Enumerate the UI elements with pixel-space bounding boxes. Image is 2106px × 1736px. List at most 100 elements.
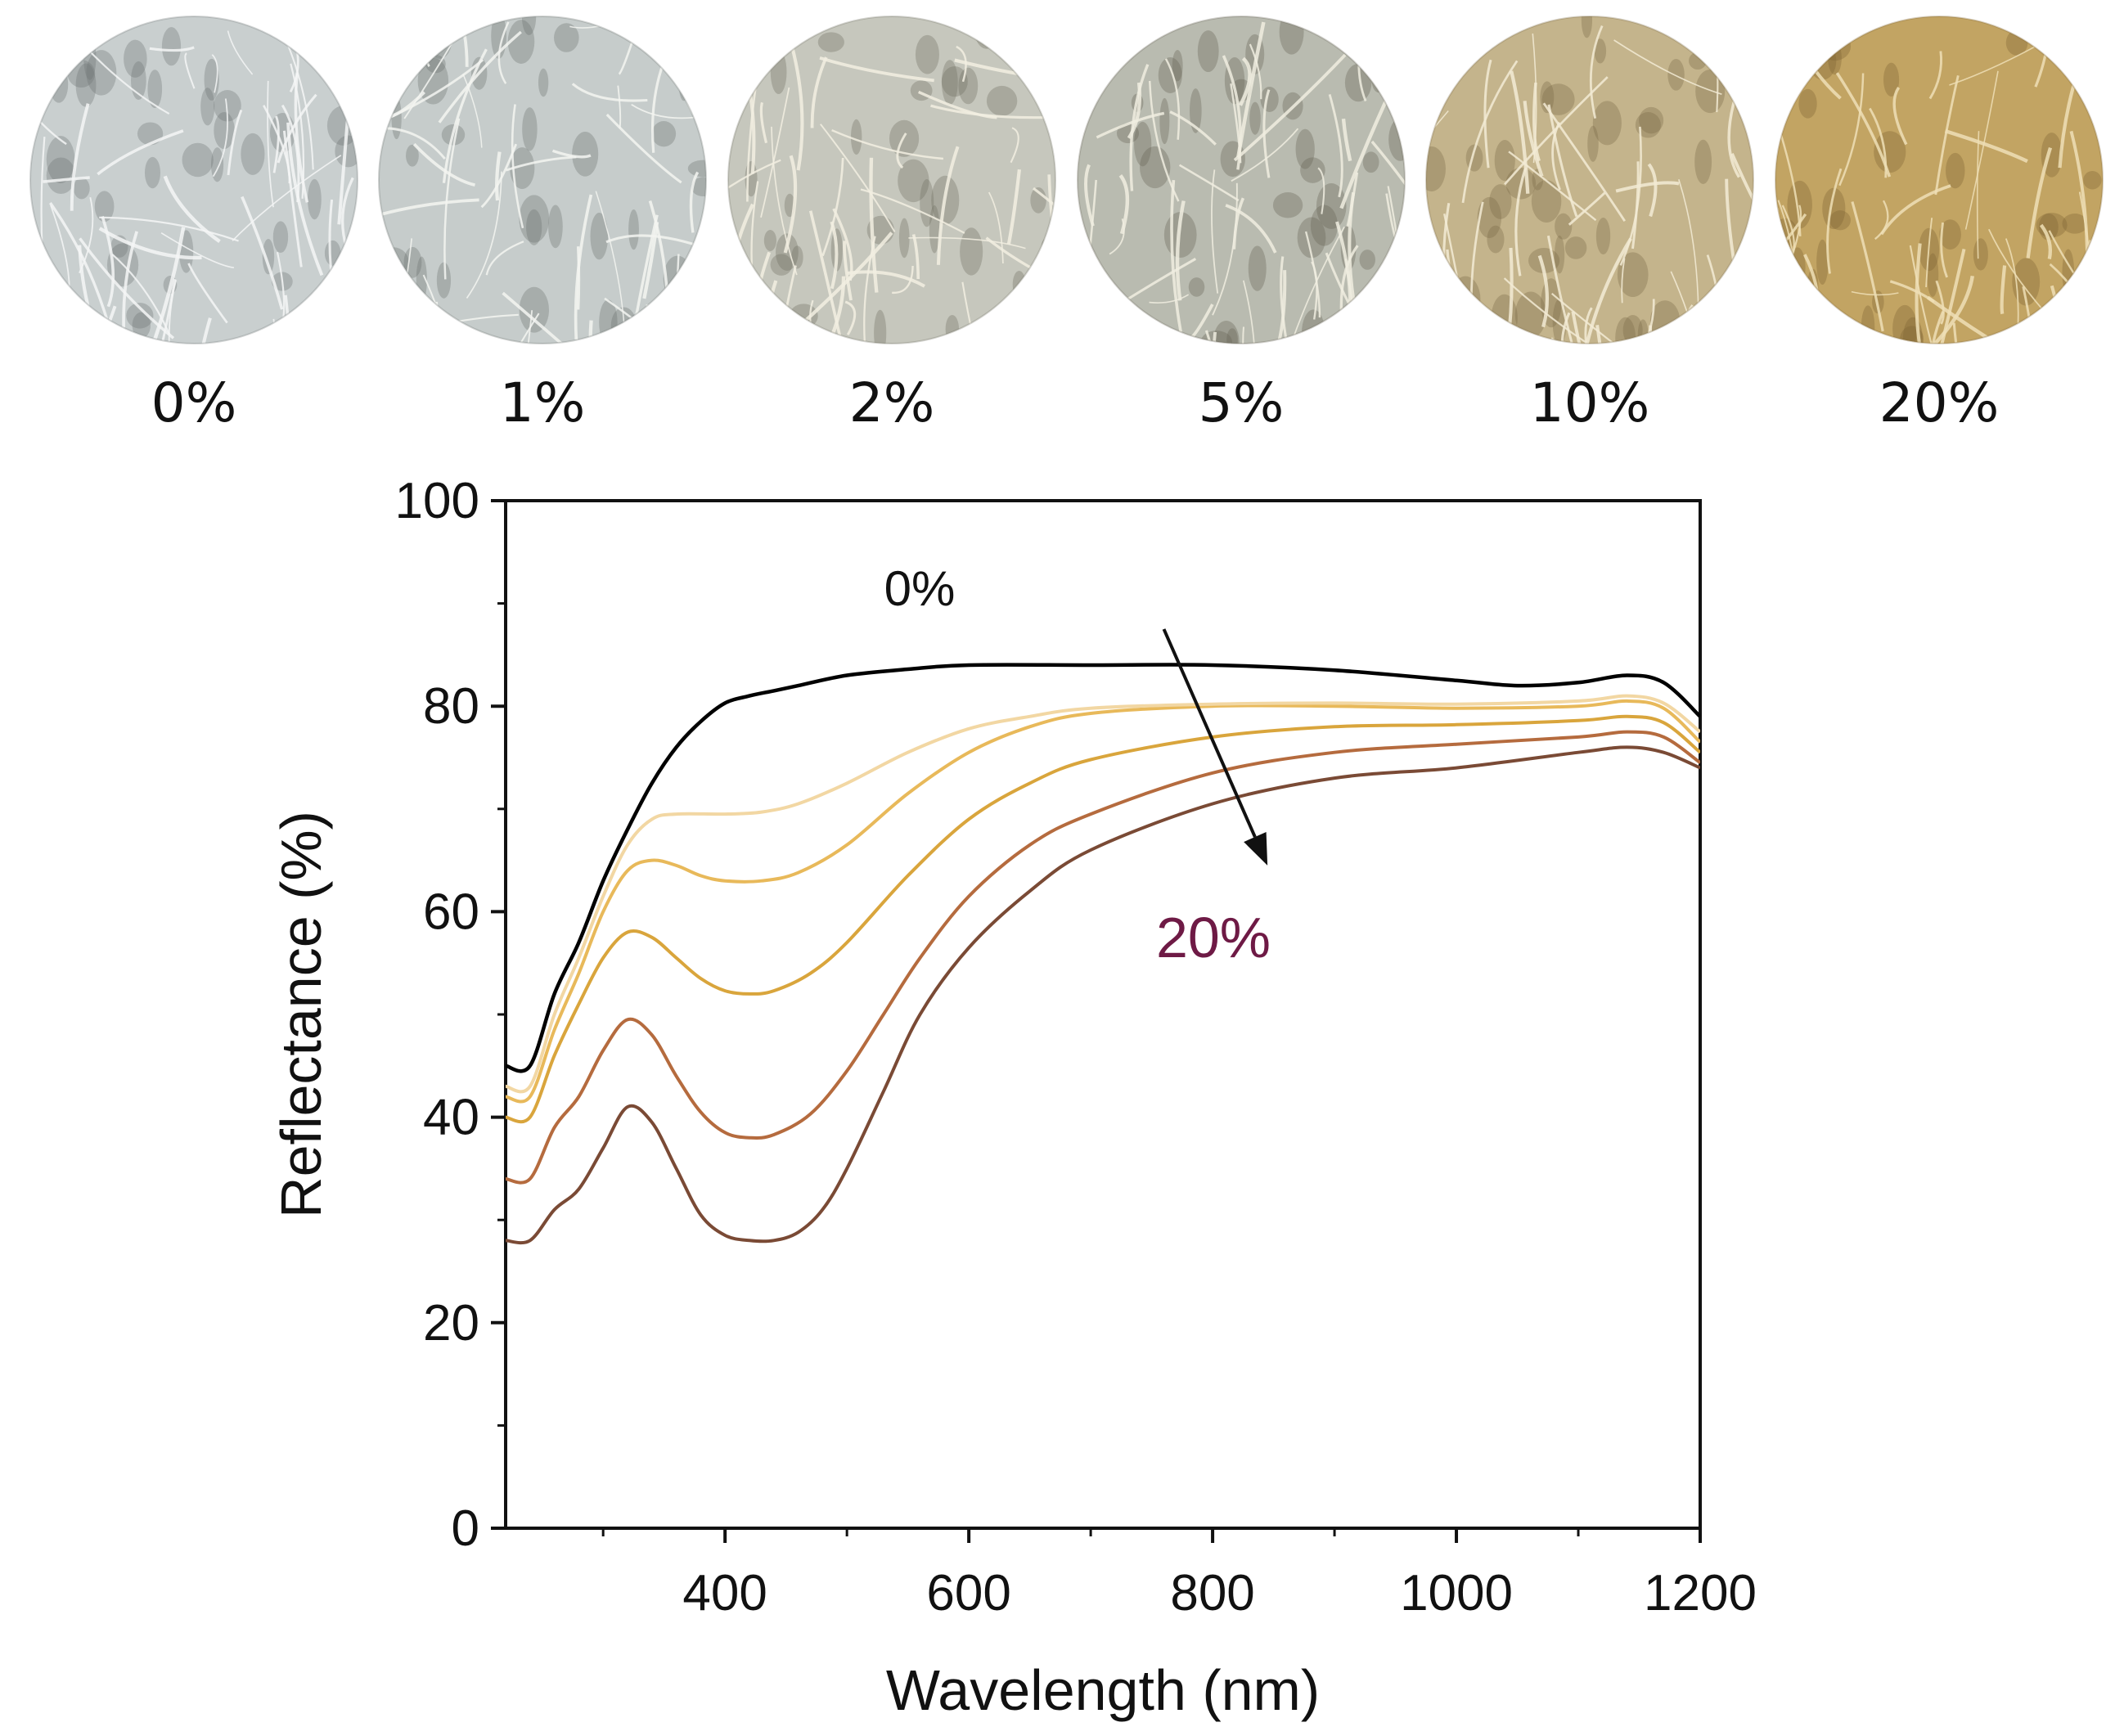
fiber: [58, 316, 73, 344]
fiber: [1175, 200, 1186, 301]
pore: [137, 122, 164, 146]
fiber: [746, 335, 758, 344]
fiber: [1402, 103, 1405, 196]
sample-photo: 0%: [29, 16, 358, 434]
start-label: 0%: [884, 561, 956, 616]
sample-rim: [1425, 16, 1754, 344]
pore: [526, 209, 542, 245]
pore: [214, 111, 235, 150]
fiber: [417, 16, 430, 67]
fiber: [241, 196, 284, 310]
pore: [1272, 192, 1303, 218]
fiber: [1926, 295, 1991, 341]
pore: [874, 309, 887, 344]
fiber: [1934, 74, 1960, 196]
fiber: [783, 155, 798, 254]
y-tick-label: 40: [423, 1090, 479, 1146]
pore: [941, 65, 968, 97]
pore: [2062, 214, 2088, 234]
fiber: [212, 98, 228, 178]
pore: [960, 227, 983, 276]
pore: [1555, 213, 1573, 240]
fiber: [1231, 128, 1299, 182]
fiber: [232, 155, 342, 241]
fiber: [810, 56, 828, 128]
fiber: [1674, 325, 1683, 344]
fiber: [346, 74, 358, 128]
fiber: [1542, 102, 1627, 222]
fiber: [1172, 336, 1181, 344]
fiber: [495, 151, 502, 201]
x-tick-label: 1000: [1400, 1565, 1513, 1621]
pore: [742, 285, 766, 327]
pore: [548, 205, 563, 249]
fiber: [1880, 184, 1951, 236]
fiber: [787, 35, 804, 171]
fiber: [49, 202, 110, 324]
pore: [1344, 63, 1372, 102]
fiber: [1929, 275, 1975, 344]
pore: [1188, 277, 1205, 297]
series-line: [506, 730, 1700, 1185]
fiber: [462, 33, 469, 67]
fiber: [820, 124, 896, 232]
pore: [1487, 225, 1505, 254]
fiber: [1225, 204, 1277, 254]
pore: [1440, 317, 1472, 344]
pore: [2087, 16, 2100, 25]
pore: [1249, 101, 1261, 135]
pore: [1564, 236, 1587, 259]
fiber: [211, 54, 218, 93]
pore: [2083, 171, 2102, 190]
fiber: [821, 157, 844, 257]
fiber: [412, 142, 475, 187]
pore: [33, 28, 65, 48]
fiber: [1568, 191, 1606, 226]
fiber: [290, 63, 305, 199]
pore: [1158, 57, 1182, 93]
fiber: [163, 175, 221, 243]
pore: [1452, 25, 1465, 54]
fiber: [689, 171, 700, 233]
fiber: [2050, 285, 2072, 344]
fiber: [1925, 218, 1933, 288]
sample-disc: [1426, 16, 1753, 344]
sample-photo: 1%: [378, 16, 707, 434]
x-axis-title: Wavelength (nm): [886, 1658, 1320, 1722]
fiber: [988, 191, 1004, 264]
fiber: [1232, 197, 1245, 250]
fiber: [1249, 43, 1262, 100]
fiber: [1275, 270, 1287, 344]
pore: [572, 132, 599, 177]
fiber: [1613, 39, 1722, 96]
fiber: [1835, 72, 1892, 178]
fiber: [281, 104, 300, 203]
pore: [691, 177, 706, 196]
pore: [1883, 62, 1900, 97]
fiber: [138, 227, 186, 344]
pore: [507, 20, 535, 64]
fiber: [456, 313, 540, 344]
pore: [436, 262, 452, 299]
pore: [898, 218, 910, 259]
fiber: [99, 216, 239, 242]
fiber: [896, 133, 907, 169]
pore: [1811, 314, 1841, 340]
fiber: [282, 130, 303, 268]
pore: [200, 88, 215, 126]
fiber: [301, 312, 313, 344]
sample-label: 20%: [1879, 371, 2000, 434]
pore: [2012, 258, 2041, 306]
fiber: [382, 127, 446, 160]
fiber: [149, 46, 195, 52]
pore: [182, 142, 214, 178]
fiber: [911, 234, 920, 280]
x-tick-label: 600: [926, 1565, 1010, 1621]
fiber: [79, 196, 94, 274]
fiber: [642, 222, 659, 299]
fiber: [1647, 163, 1658, 218]
fiber: [1317, 167, 1325, 214]
pore: [161, 27, 182, 66]
fiber: [1233, 53, 1347, 162]
fiber: [908, 236, 1026, 250]
